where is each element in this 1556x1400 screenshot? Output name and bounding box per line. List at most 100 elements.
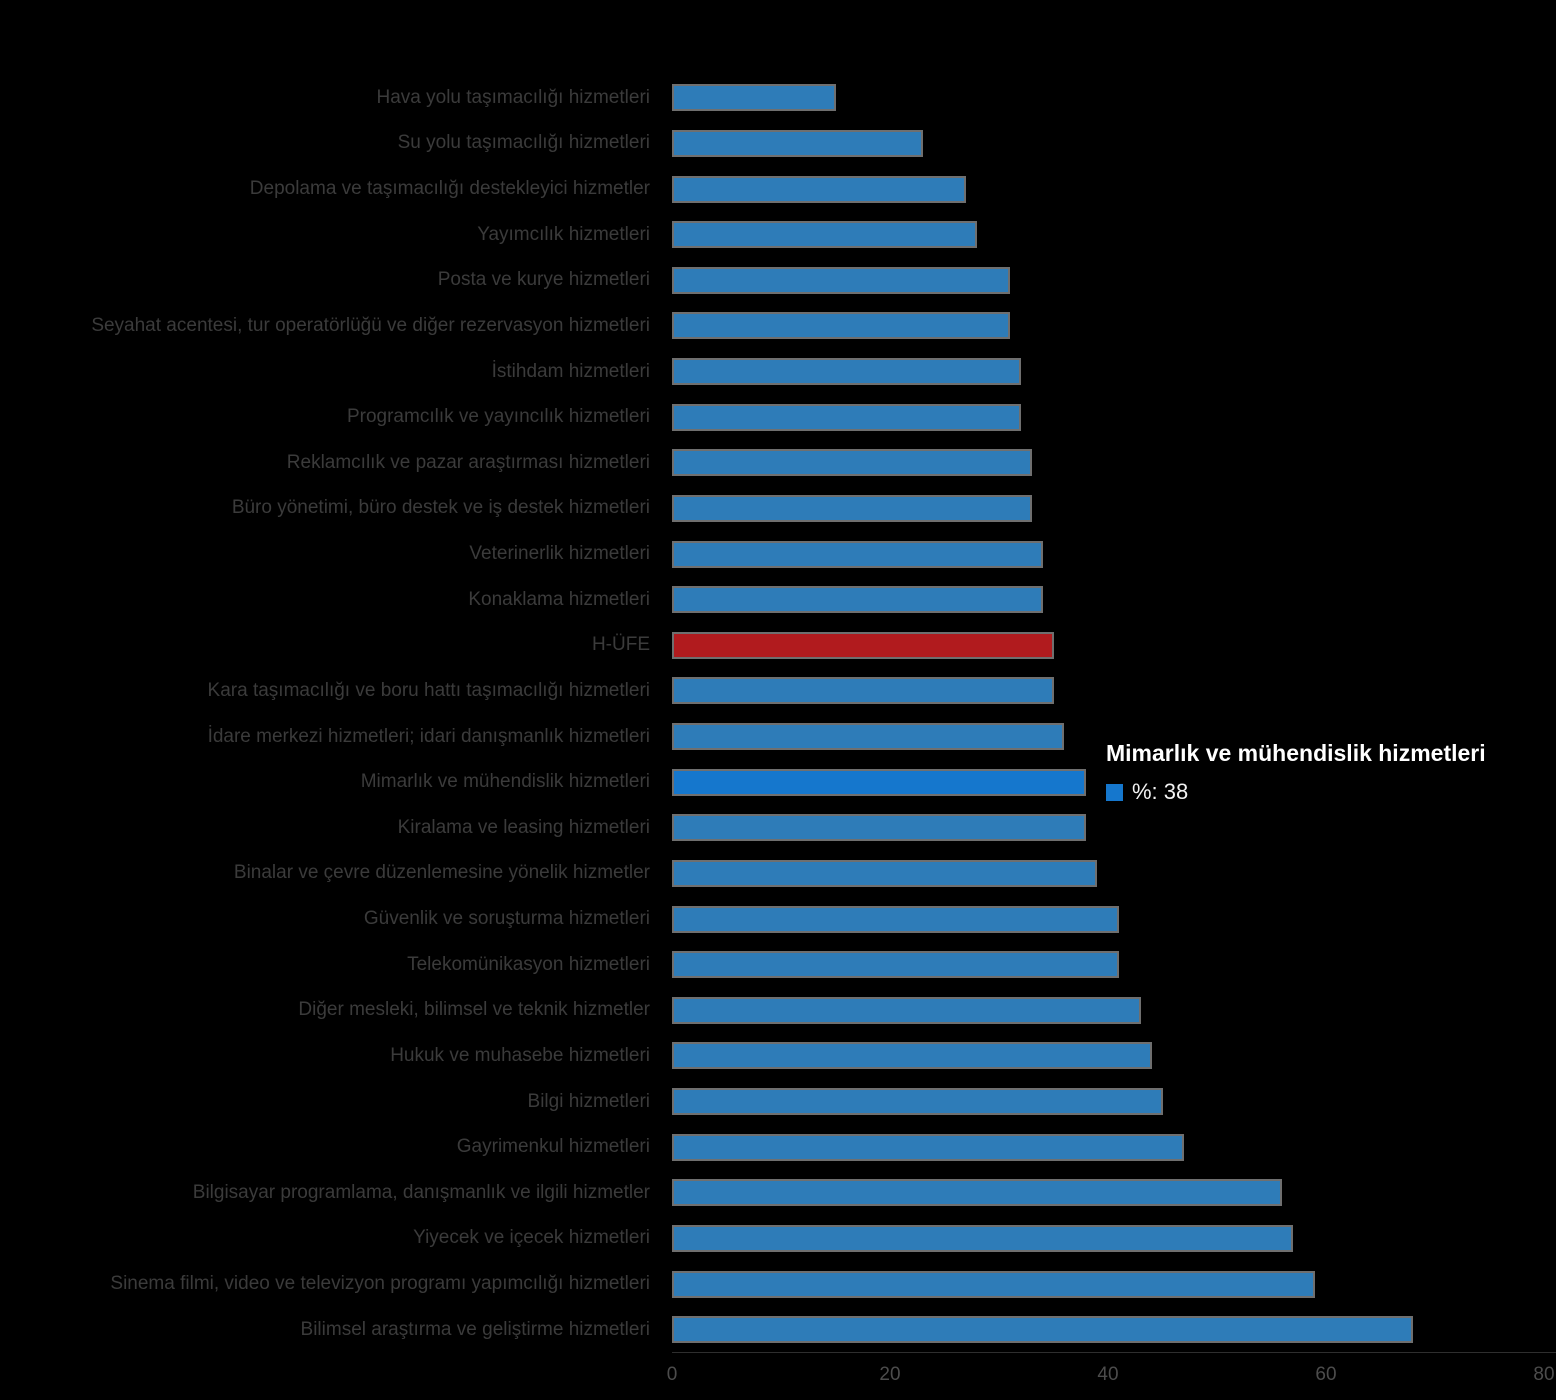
chart-row: Hava yolu taşımacılığı hizmetleri: [0, 75, 1556, 121]
bar-track: [672, 814, 1544, 842]
chart-row: Veterinerlik hizmetleri: [0, 531, 1556, 577]
category-label: Güvenlik ve soruşturma hizmetleri: [363, 908, 650, 930]
category-label: Posta ve kurye hizmetleri: [437, 269, 650, 291]
category-label: Gayrimenkul hizmetleri: [456, 1136, 650, 1158]
category-label: Telekomünikasyon hizmetleri: [407, 953, 650, 975]
chart-row: Kara taşımacılığı ve boru hattı taşımacı…: [0, 668, 1556, 714]
chart-row: Bilgi hizmetleri: [0, 1079, 1556, 1125]
bar[interactable]: [672, 540, 1043, 568]
bar-track: [672, 175, 1544, 203]
chart-row: Binalar ve çevre düzenlemesine yönelik h…: [0, 851, 1556, 897]
chart-row: İstihdam hizmetleri: [0, 349, 1556, 395]
bar[interactable]: [672, 1270, 1316, 1298]
category-label: Büro yönetimi, büro destek ve iş destek …: [231, 497, 650, 519]
chart-row: Posta ve kurye hizmetleri: [0, 258, 1556, 304]
reference-bar[interactable]: [672, 631, 1054, 659]
x-axis-tick-label: 40: [1097, 1364, 1119, 1385]
tooltip-series-swatch: [1106, 783, 1123, 801]
category-label: Hukuk ve muhasebe hizmetleri: [390, 1044, 650, 1066]
bar[interactable]: [672, 449, 1032, 477]
bar[interactable]: [672, 1179, 1283, 1207]
bar-track: [672, 905, 1544, 933]
bar[interactable]: [672, 84, 836, 112]
tooltip-value-row: %: 38: [1106, 779, 1486, 805]
category-label: Konaklama hizmetleri: [468, 588, 650, 610]
bar[interactable]: [672, 312, 1010, 340]
bar[interactable]: [672, 1316, 1414, 1344]
category-label: Reklamcılık ve pazar araştırması hizmetl…: [286, 451, 650, 473]
category-label: Sinema filmi, video ve televizyon progra…: [110, 1273, 650, 1295]
category-label: Mimarlık ve mühendislik hizmetleri: [360, 771, 650, 793]
chart-row: İdare merkezi hizmetleri; idari danışman…: [0, 714, 1556, 760]
chart-row: Yiyecek ve içecek hizmetleri: [0, 1216, 1556, 1262]
chart-row: Kiralama ve leasing hizmetleri: [0, 805, 1556, 851]
chart-row: H-ÜFE: [0, 623, 1556, 669]
bar[interactable]: [672, 677, 1054, 705]
bar-track: [672, 1316, 1544, 1344]
bar[interactable]: [672, 1133, 1185, 1161]
bar-track: [672, 358, 1544, 386]
category-label: Hava yolu taşımacılığı hizmetleri: [376, 86, 651, 108]
chart-row: Reklamcılık ve pazar araştırması hizmetl…: [0, 440, 1556, 486]
bar[interactable]: [672, 586, 1043, 614]
bar-track: [672, 494, 1544, 522]
bar-track: [672, 768, 1544, 796]
x-axis-tick-label: 60: [1315, 1364, 1337, 1385]
bar[interactable]: [672, 266, 1010, 294]
category-label: İstihdam hizmetleri: [491, 360, 650, 382]
chart-row: Sinema filmi, video ve televizyon progra…: [0, 1261, 1556, 1307]
bar-track: [672, 677, 1544, 705]
category-label: Su yolu taşımacılığı hizmetleri: [397, 132, 650, 154]
highlighted-bar[interactable]: [672, 768, 1087, 796]
bar-track: [672, 951, 1544, 979]
bar[interactable]: [672, 1088, 1163, 1116]
bar-track: [672, 1088, 1544, 1116]
tooltip-title: Mimarlık ve mühendislik hizmetleri: [1106, 740, 1486, 766]
category-label: H-ÜFE: [591, 634, 650, 656]
bar-track: [672, 449, 1544, 477]
bar[interactable]: [672, 814, 1087, 842]
x-axis-tick-label: 20: [879, 1364, 901, 1385]
bar[interactable]: [672, 129, 923, 157]
category-label: Yayımcılık hizmetleri: [477, 223, 650, 245]
chart-row: Hukuk ve muhasebe hizmetleri: [0, 1033, 1556, 1079]
bar[interactable]: [672, 951, 1119, 979]
chart-row: Seyahat acentesi, tur operatörlüğü ve di…: [0, 303, 1556, 349]
category-label: Kara taşımacılığı ve boru hattı taşımacı…: [207, 679, 650, 701]
category-label: Bilgi hizmetleri: [527, 1090, 650, 1112]
bar[interactable]: [672, 1224, 1294, 1252]
bar-track: [672, 996, 1544, 1024]
category-label: Binalar ve çevre düzenlemesine yönelik h…: [233, 862, 650, 884]
chart-row: Su yolu taşımacılığı hizmetleri: [0, 121, 1556, 167]
chart-row: Gayrimenkul hizmetleri: [0, 1124, 1556, 1170]
tooltip: Mimarlık ve mühendislik hizmetleri %: 38: [1106, 740, 1486, 805]
chart-row: Diğer mesleki, bilimsel ve teknik hizmet…: [0, 988, 1556, 1034]
bar-track: [672, 266, 1544, 294]
bar-track: [672, 859, 1544, 887]
bar[interactable]: [672, 905, 1119, 933]
chart-row: Yayımcılık hizmetleri: [0, 212, 1556, 258]
x-axis-tick-label: 80: [1533, 1364, 1555, 1385]
chart-row: Mimarlık ve mühendislik hizmetleri: [0, 759, 1556, 805]
bar[interactable]: [672, 996, 1141, 1024]
bar[interactable]: [672, 859, 1098, 887]
x-axis-line: [672, 1352, 1556, 1353]
bar[interactable]: [672, 175, 967, 203]
tooltip-value: %: 38: [1132, 779, 1189, 804]
bar-rows: Hava yolu taşımacılığı hizmetleri Su yolu…: [0, 75, 1556, 1353]
chart-row: Programcılık ve yayıncılık hizmetleri: [0, 394, 1556, 440]
bar-track: [672, 1133, 1544, 1161]
bar[interactable]: [672, 221, 978, 249]
bar[interactable]: [672, 723, 1065, 751]
bar[interactable]: [672, 494, 1032, 522]
bar[interactable]: [672, 403, 1021, 431]
category-label: Diğer mesleki, bilimsel ve teknik hizmet…: [298, 999, 650, 1021]
bar[interactable]: [672, 358, 1021, 386]
bar[interactable]: [672, 1042, 1152, 1070]
category-label: Kiralama ve leasing hizmetleri: [397, 816, 650, 838]
bar-track: [672, 586, 1544, 614]
category-label: Seyahat acentesi, tur operatörlüğü ve di…: [91, 314, 650, 336]
chart-row: Büro yönetimi, büro destek ve iş destek …: [0, 486, 1556, 532]
category-label: Bilgisayar programlama, danışmanlık ve i…: [192, 1181, 650, 1203]
